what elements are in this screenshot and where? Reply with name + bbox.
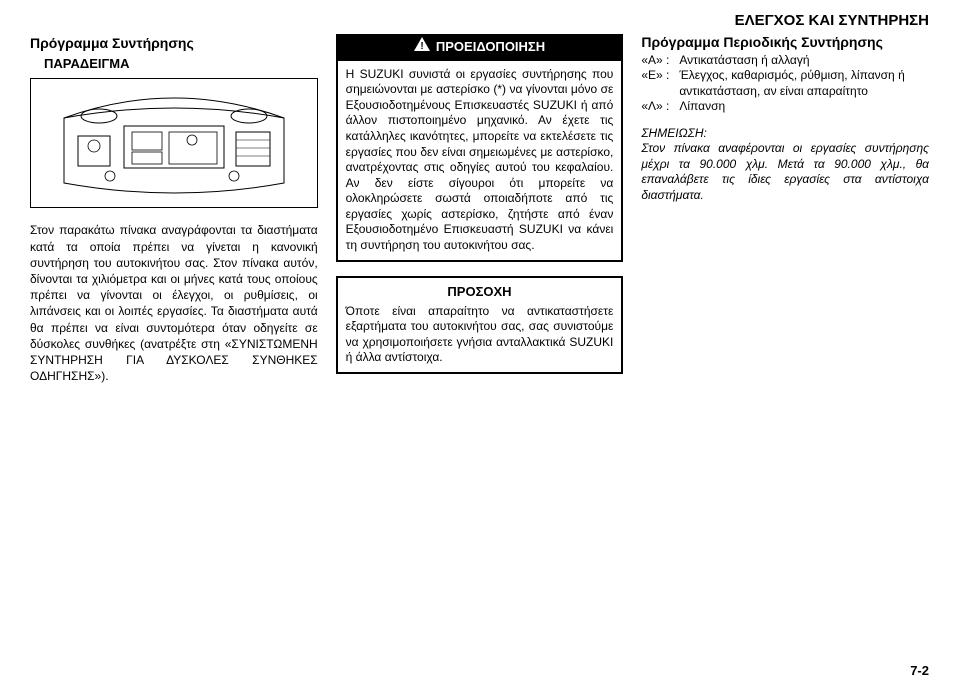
caution-box: ΠΡΟΣΟΧΗ Όποτε είναι απαραίτητο να αντικα… [336,276,624,374]
col1-title: Πρόγραμμα Συντήρησης [30,34,318,53]
page-number: 7-2 [910,663,929,678]
legend-row-e: «Ε» : Έλεγχος, καθαρισμός, ρύθμιση, λίπα… [641,68,929,99]
caution-title: ΠΡΟΣΟΧΗ [346,284,614,301]
engine-svg [54,88,294,198]
content-columns: Πρόγραμμα Συντήρησης ΠΑΡΑΔΕΙΓΜΑ [30,34,929,384]
legend-row-a: «Α» : Αντικατάσταση ή αλλαγή [641,53,929,69]
legend-key: «Α» : [641,53,679,69]
warning-title-text: ΠΡΟΕΙΔΟΠΟΙΗΣΗ [436,38,545,56]
legend-key: «Λ» : [641,99,679,115]
note-body: Στον πίνακα αναφέρονται οι εργασίες συντ… [641,141,929,203]
caution-body: Όποτε είναι απαραίτητο να αντικαταστήσετ… [346,304,614,366]
legend-row-l: «Λ» : Λίπανση [641,99,929,115]
warning-body: Η SUZUKI συνιστά οι εργασίες συντήρησης … [336,59,624,262]
col1-body: Στον παρακάτω πίνακα αναγράφονται τα δια… [30,222,318,384]
legend-key: «Ε» : [641,68,679,99]
legend-val: Λίπανση [679,99,929,115]
warning-box: ! ΠΡΟΕΙΔΟΠΟΙΗΣΗ Η SUZUKI συνιστά οι εργα… [336,34,624,262]
warning-header: ! ΠΡΟΕΙΔΟΠΟΙΗΣΗ [336,34,624,59]
svg-text:!: ! [420,41,423,51]
column-3: Πρόγραμμα Περιοδικής Συντήρησης «Α» : Αν… [641,34,929,384]
warning-triangle-icon: ! [414,37,430,56]
column-1: Πρόγραμμα Συντήρησης ΠΑΡΑΔΕΙΓΜΑ [30,34,318,384]
column-2: ! ΠΡΟΕΙΔΟΠΟΙΗΣΗ Η SUZUKI συνιστά οι εργα… [336,34,624,384]
legend-val: Αντικατάσταση ή αλλαγή [679,53,929,69]
note-title: ΣΗΜΕΙΩΣΗ: [641,125,929,141]
engine-illustration [30,78,318,208]
col3-title: Πρόγραμμα Περιοδικής Συντήρησης [641,34,929,52]
section-header: ΕΛΕΓΧΟΣ ΚΑΙ ΣΥΝΤΗΡΗΣΗ [735,12,929,29]
col1-subtitle: ΠΑΡΑΔΕΙΓΜΑ [44,55,318,73]
legend-val: Έλεγχος, καθαρισμός, ρύθμιση, λίπανση ή … [679,68,929,99]
